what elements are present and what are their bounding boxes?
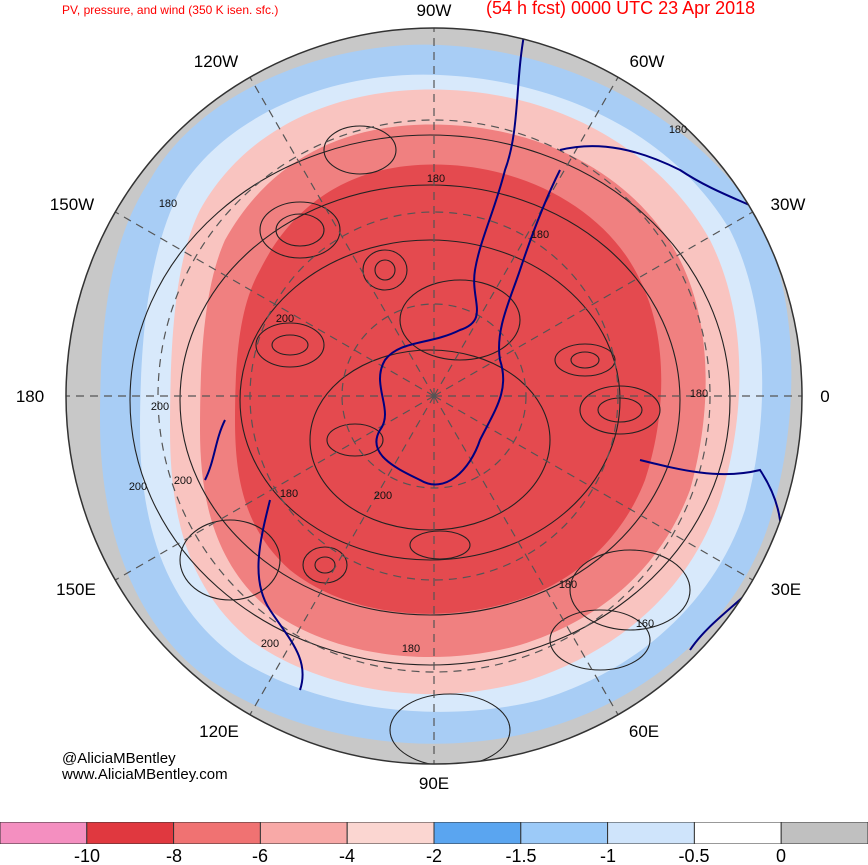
contour-label: 200 [374, 490, 392, 502]
contour-label: 200 [261, 638, 279, 650]
colorbar-swatch [86, 822, 175, 844]
colorbar-label-m1-5: -1.5 [505, 846, 537, 865]
lon-label-90w: 90W [416, 1, 452, 20]
contour-label: 180 [690, 388, 708, 400]
contour-label: 200 [276, 313, 294, 325]
contour-label: 180 [159, 198, 177, 210]
lon-label-60w: 60W [629, 52, 665, 71]
contour-label: 180 [427, 173, 445, 185]
lon-label-30w: 30W [770, 195, 806, 214]
colorbar-swatch [173, 822, 261, 844]
lon-label-150e: 150E [56, 580, 96, 599]
colorbar-swatch [520, 822, 609, 844]
colorbar-swatch [433, 822, 522, 844]
map-title-left: PV, pressure, and wind (350 K isen. sfc.… [62, 3, 279, 17]
colorbar-label-m1: -1 [599, 846, 617, 865]
colorbar-swatch [0, 822, 88, 844]
colorbar-swatch [607, 822, 695, 844]
colorbar-label-m8: -8 [165, 846, 183, 865]
coastlines [204, 29, 782, 691]
contour-label: 180 [402, 643, 420, 655]
colorbar-swatch [780, 822, 868, 844]
lon-label-120w: 120W [193, 52, 239, 71]
map-border [65, 27, 803, 765]
colorbar [0, 822, 868, 844]
contour-label: 180 [280, 488, 298, 500]
contour-label: 180 [531, 229, 549, 241]
contour-labels: 180 180 180 180 180 180 200 200 200 200 200 180 160 2… [129, 124, 708, 655]
lon-label-30e: 30E [770, 580, 802, 599]
contour-label: 180 [559, 579, 577, 591]
lon-label-150w: 150W [49, 195, 95, 214]
lon-label-0: 0 [820, 387, 830, 406]
lon-label-120e: 120E [199, 722, 239, 741]
contour-label: 160 [636, 618, 654, 630]
colorbar-label-m10: -10 [73, 846, 101, 865]
colorbar-label-0: 0 [775, 846, 787, 865]
credit-handle: @AliciaMBentley [62, 750, 176, 767]
lat-lon-grid [66, 28, 802, 764]
lon-label-60e: 60E [628, 722, 660, 741]
colorbar-label-m0-5: -0.5 [678, 846, 710, 865]
lon-label-180: 180 [15, 387, 45, 406]
colorbar-label-m6: -6 [251, 846, 269, 865]
contour-label: 200 [174, 475, 192, 487]
polar-map: 180 180 180 180 180 180 200 200 200 200 200 180 160 2… [65, 27, 803, 765]
map-field [66, 28, 802, 764]
contour-label: 200 [151, 401, 169, 413]
credit-website: www.AliciaMBentley.com [62, 766, 228, 783]
lon-label-90e: 90E [418, 774, 450, 793]
colorbar-label-m2: -2 [425, 846, 443, 865]
colorbar-swatch [346, 822, 435, 844]
contour-label: 180 [669, 124, 687, 136]
colorbar-swatch [259, 822, 348, 844]
pressure-contours [129, 125, 731, 764]
colorbar-label-m4: -4 [338, 846, 356, 865]
contour-label: 200 [129, 481, 147, 493]
colorbar-swatch [693, 822, 782, 844]
map-title-right: (54 h fcst) 0000 UTC 23 Apr 2018 [486, 0, 756, 18]
pv-region-core [235, 164, 662, 614]
